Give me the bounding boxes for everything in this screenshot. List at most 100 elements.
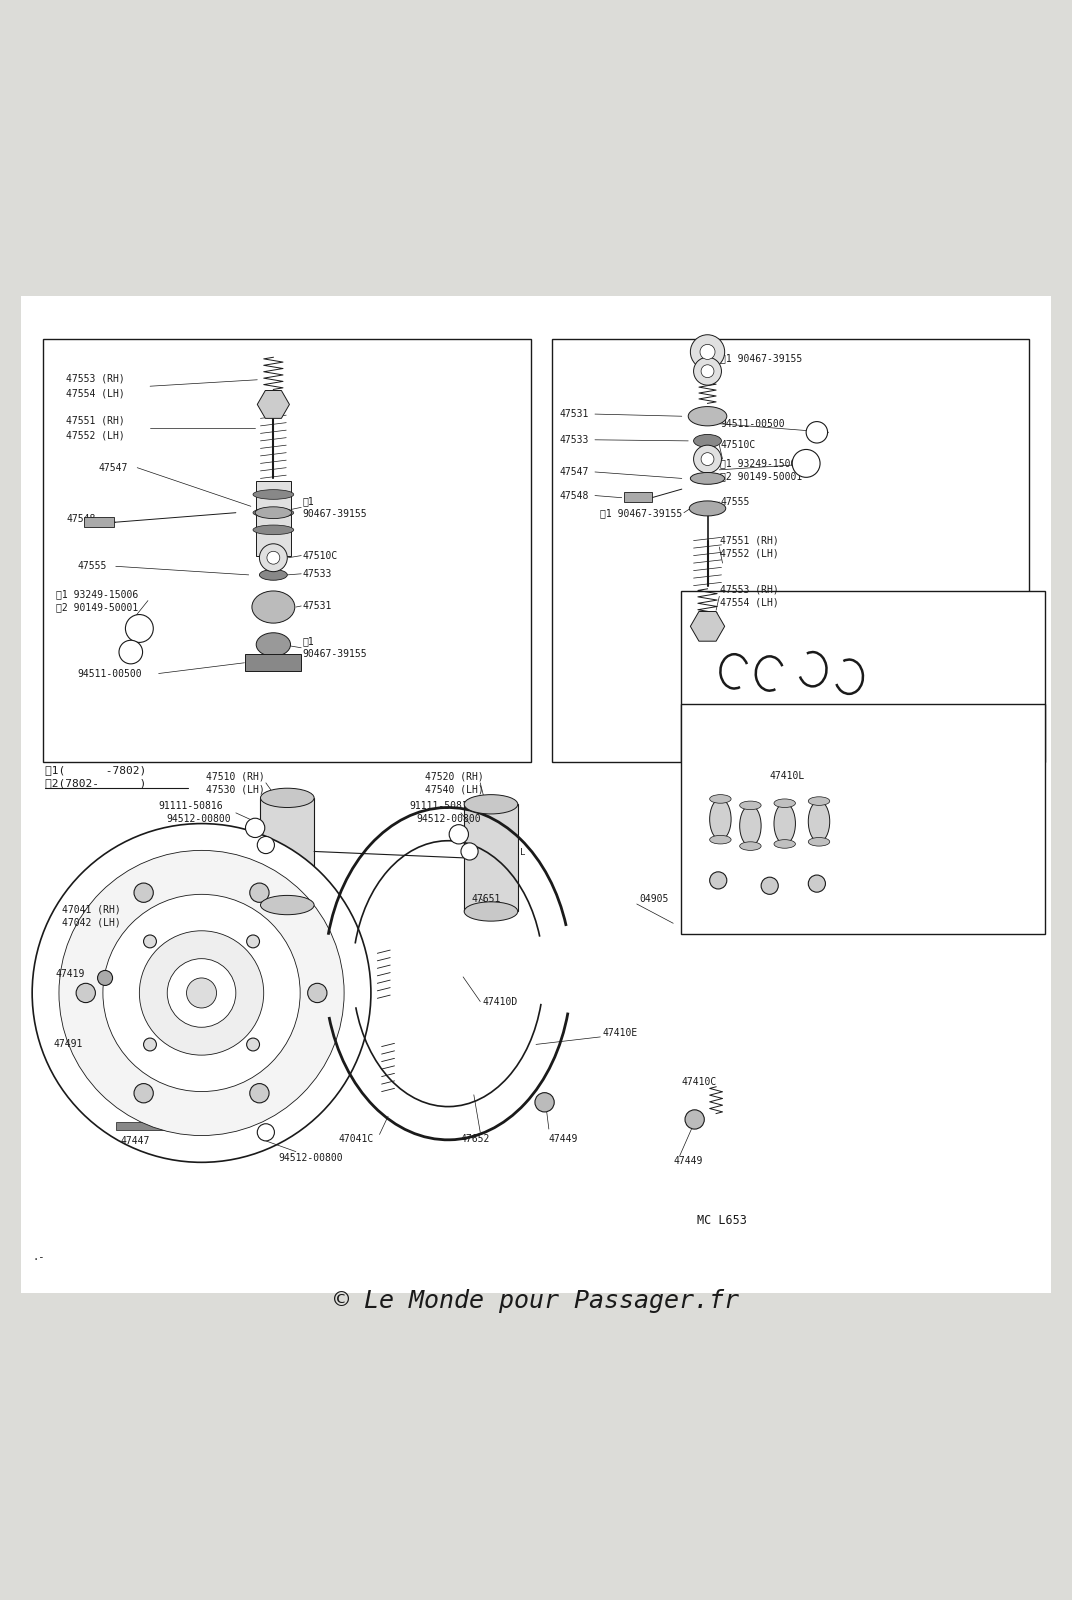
Text: 94511-00500: 94511-00500 bbox=[77, 669, 142, 678]
Circle shape bbox=[125, 614, 153, 643]
Text: 47553 (RH): 47553 (RH) bbox=[720, 586, 779, 595]
Text: 47410D: 47410D bbox=[482, 997, 518, 1006]
Ellipse shape bbox=[774, 803, 795, 843]
Circle shape bbox=[701, 453, 714, 466]
Ellipse shape bbox=[256, 632, 291, 656]
Text: 47410L: 47410L bbox=[770, 771, 805, 781]
Text: 47491: 47491 bbox=[54, 1040, 83, 1050]
Text: 47548: 47548 bbox=[560, 491, 589, 501]
Text: 47531: 47531 bbox=[560, 410, 589, 419]
Circle shape bbox=[792, 450, 820, 477]
Ellipse shape bbox=[740, 842, 761, 850]
Text: 91111-50816: 91111-50816 bbox=[410, 802, 474, 811]
Ellipse shape bbox=[690, 472, 725, 485]
Ellipse shape bbox=[259, 570, 287, 581]
Ellipse shape bbox=[808, 797, 830, 805]
Text: 47554 (LH): 47554 (LH) bbox=[720, 598, 779, 608]
Circle shape bbox=[32, 824, 371, 1162]
Circle shape bbox=[59, 850, 344, 1136]
Circle shape bbox=[808, 875, 825, 893]
Text: W: W bbox=[804, 459, 808, 467]
Text: ※1 90467-39155: ※1 90467-39155 bbox=[600, 507, 683, 518]
Bar bbox=[681, 590, 1045, 763]
Ellipse shape bbox=[808, 802, 830, 842]
Circle shape bbox=[247, 1038, 259, 1051]
Ellipse shape bbox=[464, 902, 518, 922]
Ellipse shape bbox=[253, 490, 294, 499]
Ellipse shape bbox=[710, 795, 731, 803]
Text: 47510 (RH): 47510 (RH) bbox=[206, 771, 265, 781]
Circle shape bbox=[461, 843, 478, 861]
Text: 47555: 47555 bbox=[720, 498, 749, 507]
Text: 47553 (RH): 47553 (RH) bbox=[66, 374, 125, 384]
Ellipse shape bbox=[260, 789, 314, 808]
Ellipse shape bbox=[253, 525, 294, 534]
Text: 47551 (RH): 47551 (RH) bbox=[66, 416, 125, 426]
Circle shape bbox=[134, 883, 153, 902]
Circle shape bbox=[690, 334, 725, 370]
Circle shape bbox=[710, 872, 727, 890]
Ellipse shape bbox=[694, 435, 721, 448]
Text: 47651: 47651 bbox=[472, 894, 501, 904]
Bar bbox=[681, 704, 1045, 934]
Ellipse shape bbox=[774, 840, 795, 848]
Text: 47652: 47652 bbox=[461, 1134, 490, 1144]
Circle shape bbox=[685, 1110, 704, 1130]
Text: .-: .- bbox=[32, 1251, 45, 1262]
Circle shape bbox=[250, 883, 269, 902]
Text: ※1 93249-15006: ※1 93249-15006 bbox=[720, 458, 803, 469]
Text: W: W bbox=[467, 846, 472, 856]
Text: 94512-00800: 94512-00800 bbox=[166, 814, 230, 824]
Text: 47530 (LH): 47530 (LH) bbox=[206, 784, 265, 794]
Polygon shape bbox=[690, 611, 725, 642]
Ellipse shape bbox=[260, 896, 314, 915]
Circle shape bbox=[449, 824, 468, 843]
Text: 47449: 47449 bbox=[673, 1157, 702, 1166]
Text: 47540 (LH): 47540 (LH) bbox=[425, 784, 483, 794]
Text: 04905: 04905 bbox=[639, 894, 668, 904]
Bar bbox=[552, 339, 1029, 763]
Bar bbox=[245, 654, 301, 672]
Text: S: S bbox=[815, 427, 819, 437]
Ellipse shape bbox=[464, 795, 518, 814]
Text: W: W bbox=[137, 624, 142, 634]
Ellipse shape bbox=[808, 837, 830, 846]
Text: ※1: ※1 bbox=[302, 637, 314, 646]
Circle shape bbox=[187, 978, 217, 1008]
Circle shape bbox=[76, 984, 95, 1003]
Ellipse shape bbox=[689, 501, 726, 515]
Text: ※1: ※1 bbox=[302, 496, 314, 506]
Circle shape bbox=[806, 421, 828, 443]
Circle shape bbox=[700, 344, 715, 360]
Circle shape bbox=[257, 837, 274, 853]
Circle shape bbox=[245, 818, 265, 837]
Text: MC L653: MC L653 bbox=[697, 1214, 747, 1227]
Text: 47551 (RH): 47551 (RH) bbox=[720, 536, 779, 546]
Text: 47520 (RH): 47520 (RH) bbox=[425, 771, 483, 781]
Text: 47552 (LH): 47552 (LH) bbox=[66, 430, 125, 440]
Text: ※2 90149-50001: ※2 90149-50001 bbox=[720, 472, 803, 482]
Text: 90467-39155: 90467-39155 bbox=[302, 509, 367, 518]
Text: 47547: 47547 bbox=[99, 462, 128, 472]
Text: W: W bbox=[264, 1130, 268, 1136]
Text: 94511-00500: 94511-00500 bbox=[720, 419, 785, 429]
Text: L: L bbox=[520, 848, 526, 858]
Text: 47552 (LH): 47552 (LH) bbox=[720, 549, 779, 558]
Text: 47449: 47449 bbox=[549, 1134, 578, 1144]
Circle shape bbox=[701, 365, 714, 378]
Circle shape bbox=[259, 544, 287, 571]
Polygon shape bbox=[257, 390, 289, 418]
Circle shape bbox=[98, 971, 113, 986]
Ellipse shape bbox=[774, 798, 795, 808]
Ellipse shape bbox=[252, 590, 295, 622]
Text: W: W bbox=[264, 840, 268, 850]
Ellipse shape bbox=[688, 406, 727, 426]
Bar bbox=[116, 1122, 169, 1130]
Text: 47419: 47419 bbox=[56, 968, 85, 979]
Text: ※2 90149-50001: ※2 90149-50001 bbox=[56, 602, 138, 613]
Circle shape bbox=[257, 1123, 274, 1141]
Bar bbox=[256, 480, 291, 555]
Bar bbox=[92, 1042, 107, 1048]
Bar bbox=[43, 339, 531, 763]
Ellipse shape bbox=[740, 805, 761, 846]
